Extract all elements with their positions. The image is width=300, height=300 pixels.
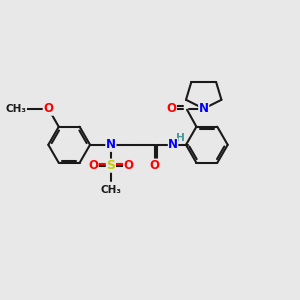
Text: CH₃: CH₃ bbox=[100, 185, 122, 196]
Text: O: O bbox=[124, 159, 134, 172]
Text: N: N bbox=[106, 138, 116, 151]
Text: O: O bbox=[88, 159, 98, 172]
Text: O: O bbox=[43, 102, 53, 115]
Text: CH₃: CH₃ bbox=[5, 104, 26, 114]
Text: S: S bbox=[106, 159, 116, 172]
Text: H: H bbox=[176, 133, 185, 143]
Text: O: O bbox=[150, 159, 160, 172]
Text: N: N bbox=[168, 138, 178, 151]
Text: N: N bbox=[199, 102, 209, 115]
Text: O: O bbox=[167, 102, 176, 115]
